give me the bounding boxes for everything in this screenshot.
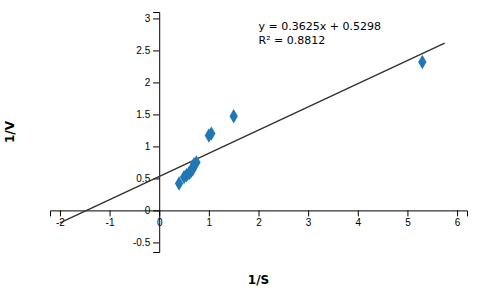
annotation-line: y = 0.3625x + 0.5298 bbox=[259, 20, 381, 33]
tick-mark bbox=[153, 146, 159, 147]
tick-label: 1 bbox=[145, 141, 151, 152]
tick-mark bbox=[153, 114, 159, 115]
tick-mark bbox=[153, 50, 159, 51]
axis-line bbox=[153, 13, 160, 253]
tick-label: 6 bbox=[455, 218, 461, 229]
marks bbox=[60, 43, 445, 223]
annotation-line: R² = 0.8812 bbox=[259, 34, 326, 47]
chart: -2 -1 0 1 2 3 4 5 6 -0.5 0 0.5 1 1.5 2 2.5 3 y = 0.3625x … bbox=[0, 0, 482, 290]
tick-label: 3 bbox=[306, 218, 312, 229]
tick-label: -0.5 bbox=[133, 237, 151, 248]
tick: 4 bbox=[356, 210, 362, 228]
tick-label: 0.5 bbox=[136, 173, 150, 184]
tick-label: 5 bbox=[405, 218, 411, 229]
tick-label: 0 bbox=[145, 205, 151, 216]
tick-mark bbox=[153, 18, 159, 19]
tick-label: 4 bbox=[356, 218, 362, 229]
point bbox=[192, 155, 200, 169]
tick: 2.5 bbox=[136, 45, 159, 56]
tick-mark bbox=[153, 210, 159, 211]
y-axis-title: 1/V bbox=[3, 120, 17, 143]
tick-mark bbox=[308, 210, 309, 216]
point bbox=[230, 109, 238, 123]
tick-mark bbox=[407, 210, 408, 216]
tick-mark bbox=[358, 210, 359, 216]
x-axis: -2-10123456 bbox=[51, 210, 468, 228]
tick-mark bbox=[110, 210, 111, 216]
x-axis-title: 1/S bbox=[248, 273, 269, 287]
tick-mark bbox=[60, 210, 61, 216]
point bbox=[418, 55, 426, 69]
tick: 3 bbox=[145, 13, 160, 24]
tick: -1 bbox=[106, 210, 115, 228]
tick-label: -1 bbox=[106, 218, 115, 229]
tick-label: 2 bbox=[256, 218, 262, 229]
tick: 1 bbox=[145, 141, 160, 152]
tick: 1.5 bbox=[136, 109, 159, 120]
tick-label: 2.5 bbox=[136, 45, 150, 56]
tick-label: 1 bbox=[207, 218, 213, 229]
tick-mark bbox=[259, 210, 260, 216]
tick-mark bbox=[153, 242, 159, 243]
tick-mark bbox=[457, 210, 458, 216]
regression-line bbox=[60, 43, 445, 223]
tick: -2 bbox=[56, 210, 65, 228]
y-axis: -0.5 0 0.5 1 1.5 2 2.5 3 bbox=[133, 13, 160, 253]
tick: 2 bbox=[145, 77, 160, 88]
tick-mark bbox=[153, 82, 159, 83]
tick: 2 bbox=[256, 210, 262, 228]
tick: 0 bbox=[145, 205, 160, 216]
tick: 1 bbox=[207, 210, 213, 228]
tick-label: 1.5 bbox=[136, 109, 150, 120]
tick: 6 bbox=[455, 210, 461, 228]
tick-label: 2 bbox=[145, 77, 151, 88]
tick-label: 3 bbox=[145, 13, 151, 24]
point bbox=[207, 126, 215, 140]
annotation: y = 0.3625x + 0.5298R² = 0.8812 bbox=[259, 20, 381, 47]
tick: 5 bbox=[405, 210, 411, 228]
axis-line bbox=[51, 211, 468, 217]
tick: 3 bbox=[306, 210, 312, 228]
tick: -0.5 bbox=[133, 237, 159, 248]
plot-area: -2 -1 0 1 2 3 4 5 6 -0.5 0 0.5 1 1.5 2 2.5 3 y = 0.3625x … bbox=[51, 13, 468, 253]
tick-mark bbox=[209, 210, 210, 216]
